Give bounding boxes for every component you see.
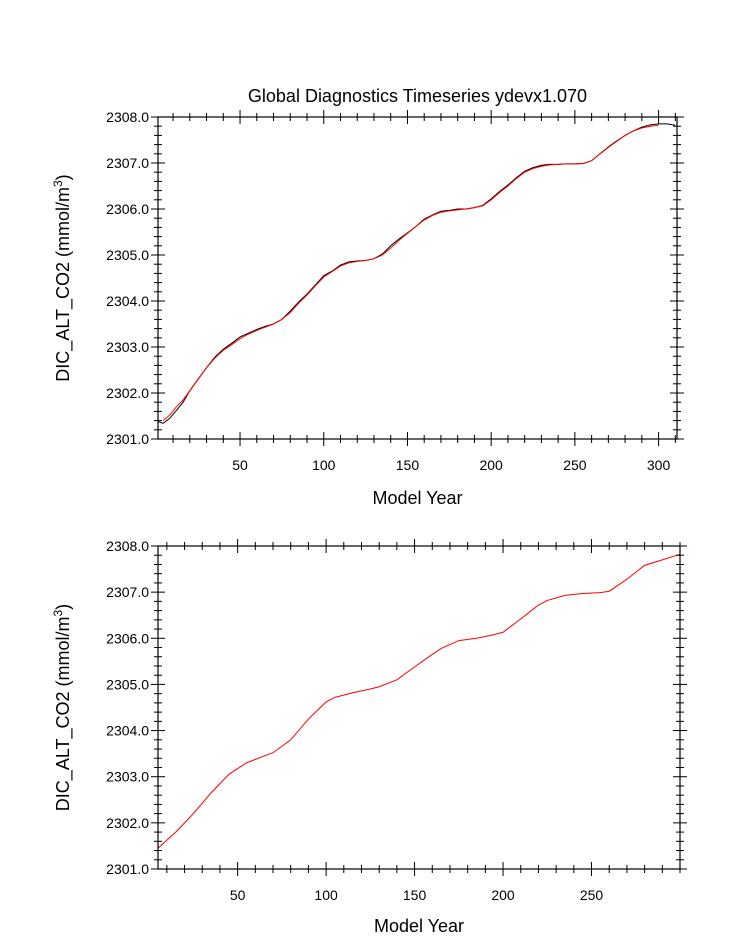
y-tick-label: 2302.0 [106,385,149,401]
chart-panel-bottom: 2301.0 2302.0 2303.0 2304.0 2305.0 2306.0 2307… [51,538,687,936]
y-tick-label: 2307.0 [106,155,149,171]
y-tick-label: 2308.0 [106,538,149,554]
x-tick-label: 250 [563,457,587,473]
x-axis-label: Model Year [374,916,464,936]
x-tick-label: 150 [403,887,427,903]
plot-frame-bottom [157,545,681,870]
y-tick-label: 2305.0 [106,247,149,263]
x-tick-label: 150 [396,457,420,473]
series-line-bottom-0 [157,553,681,849]
chart-panel-top: 2301.0 2302.0 2303.0 2304.0 2305.0 2306.0 2307… [51,109,684,508]
x-tick-label: 300 [647,457,671,473]
x-tick-label: 50 [230,887,246,903]
y-tick-label: 2303.0 [106,339,149,355]
y-tick-label: 2301.0 [106,431,149,447]
y-axis-label-superscript: 3 [51,609,65,616]
chart-title: Global Diagnostics Timeseries ydevx1.070 [248,86,587,106]
plot-frame-top [157,116,678,440]
y-tick-label: 2308.0 [106,109,149,125]
y-axis-label: DIC_ALT_CO2 (mmol/m3) [51,174,74,381]
series-line-top-1 [162,124,659,421]
y-tick-label: 2304.0 [106,293,149,309]
x-tick-label: 50 [232,457,248,473]
y-tick-label: 2305.0 [106,676,149,692]
y-axis-label-main: DIC_ALT_CO2 (mmol/m [53,187,74,382]
x-tick-label: 100 [312,457,336,473]
y-tick-label: 2303.0 [106,769,149,785]
series-line-top-0 [157,123,676,424]
x-tick-label: 200 [491,887,515,903]
y-axis-label: DIC_ALT_CO2 (mmol/m3) [51,604,74,811]
y-tick-label: 2306.0 [106,201,149,217]
y-tick-label: 2306.0 [106,630,149,646]
y-tick-label: 2307.0 [106,584,149,600]
x-tick-label: 250 [580,887,604,903]
y-tick-label: 2302.0 [106,815,149,831]
y-tick-label: 2301.0 [106,861,149,877]
y-axis-label-close: ) [53,174,73,180]
y-axis-label-close: ) [53,604,73,610]
x-axis-label: Model Year [372,488,462,508]
y-tick-label: 2304.0 [106,723,149,739]
y-axis-label-superscript: 3 [51,180,65,187]
y-axis-label-main: DIC_ALT_CO2 (mmol/m [53,616,74,811]
x-tick-label: 100 [314,887,338,903]
x-tick-label: 200 [479,457,503,473]
